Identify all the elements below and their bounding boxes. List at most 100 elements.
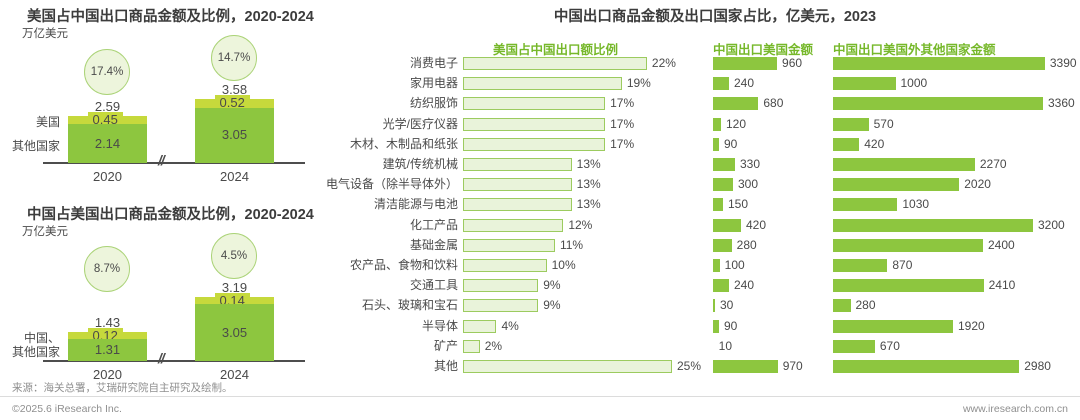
segment-bottom-value: 1.31 [94, 342, 121, 358]
export-other-bar [833, 279, 984, 292]
category-label: 其他 [433, 359, 458, 373]
exports-by-category-chart: 中国出口商品金额及出口国家占比，亿美元，2023 美国占中国出口额比例 中国出口… [320, 0, 1080, 395]
year-label: 2024 [220, 169, 249, 184]
export-other-value: 670 [879, 339, 900, 353]
series-label-top: 中国、 [23, 330, 60, 345]
us-share-value: 9% [543, 298, 561, 312]
series-label-bottom: 其他国家 [11, 138, 60, 153]
us-share-value: 4% [501, 319, 519, 333]
export-other-value: 870 [892, 258, 913, 272]
export-us-bar [713, 360, 778, 373]
category-label: 基础金属 [409, 238, 458, 252]
us-share-bar [463, 118, 606, 131]
export-us-bar [713, 259, 720, 272]
series-label-bottom: 其他国家 [11, 345, 60, 360]
column-header-export-us: 中国出口美国金额 [713, 43, 814, 57]
us-share-bar [463, 178, 572, 191]
us-share-bar [463, 239, 555, 252]
export-us-bar [713, 77, 729, 90]
export-other-bar [833, 299, 851, 312]
segment-bottom-value: 3.05 [221, 324, 248, 340]
china-share-of-us-exports-chart: 中国占美国出口商品金额及比例，2020-2024 万亿美元 // 8.7% 1.43… [0, 197, 340, 393]
export-other-value: 2980 [1024, 359, 1051, 373]
export-us-value: 330 [740, 157, 761, 171]
us-share-bar [463, 198, 572, 211]
export-other-value: 3360 [1048, 96, 1075, 110]
export-us-value: 420 [746, 218, 767, 232]
year-label: 2020 [93, 367, 122, 382]
export-us-value: 30 [720, 298, 734, 312]
export-us-value: 100 [724, 258, 745, 272]
export-us-bar [713, 97, 759, 110]
us-share-value: 12% [568, 218, 593, 232]
us-share-bar [463, 360, 672, 373]
share-percentage: 17.4% [90, 66, 124, 78]
export-other-value: 3390 [1049, 56, 1077, 70]
us-share-value: 25% [677, 359, 702, 373]
export-us-bar [713, 299, 715, 312]
export-other-bar [833, 360, 1020, 373]
category-label: 石头、玻璃和宝石 [361, 298, 458, 312]
total-value: 2.59 [94, 99, 121, 115]
us-share-bar [463, 279, 539, 292]
segment-bottom-value: 2.14 [94, 135, 121, 151]
category-label: 纺织服饰 [409, 96, 458, 110]
category-label: 清洁能源与电池 [373, 197, 458, 211]
x-axis [43, 360, 305, 362]
year-label: 2024 [220, 367, 249, 382]
export-other-value: 3200 [1038, 218, 1065, 232]
us-share-value: 10% [551, 258, 576, 272]
category-label: 电气设备（除半导体外） [325, 177, 458, 191]
us-share-bar [463, 97, 606, 110]
bar-segment-bottom [68, 339, 147, 361]
share-percentage: 14.7% [217, 52, 251, 64]
segment-top-value: 0.52 [214, 95, 250, 112]
column-header-export-other: 中国出口美国外其他国家金额 [833, 43, 996, 57]
us-share-value: 17% [610, 117, 635, 131]
export-other-value: 420 [864, 137, 885, 151]
us-share-bar [463, 138, 606, 151]
export-other-bar [833, 219, 1033, 232]
bar-segment-bottom [195, 107, 274, 163]
export-us-value: 970 [782, 359, 803, 373]
website-link[interactable]: www.iresearch.com.cn [962, 403, 1068, 415]
export-other-value: 1000 [900, 76, 928, 90]
category-label: 交通工具 [409, 278, 458, 292]
export-us-bar [713, 320, 719, 333]
x-axis [43, 162, 305, 164]
export-other-value: 2400 [988, 238, 1015, 252]
us-share-value: 22% [651, 56, 676, 70]
category-label: 消费电子 [409, 56, 458, 70]
export-us-bar [713, 219, 741, 232]
export-other-value: 1920 [958, 319, 985, 333]
category-label: 矿产 [433, 339, 458, 353]
us-share-value: 19% [626, 76, 651, 90]
export-us-value: 280 [736, 238, 757, 252]
export-other-bar [833, 320, 953, 333]
us-share-value: 13% [576, 197, 601, 211]
export-other-bar [833, 340, 875, 353]
series-label-top: 美国 [35, 115, 60, 130]
export-us-value: 240 [734, 278, 755, 292]
share-circle: 17.4% [84, 49, 130, 95]
total-value: 3.19 [221, 280, 248, 296]
export-us-bar [713, 239, 732, 252]
us-share-of-china-exports-chart: 美国占中国出口商品金额及比例，2020-2024 万亿美元 // 17.4% 2.5… [0, 0, 340, 196]
share-circle: 8.7% [84, 246, 130, 292]
us-share-value: 9% [543, 278, 561, 292]
chart-title: 中国占美国出口商品金额及比例，2020-2024 [27, 207, 314, 223]
category-label: 化工产品 [409, 218, 458, 232]
us-share-bar [463, 219, 564, 232]
chart-title: 美国占中国出口商品金额及比例，2020-2024 [27, 9, 314, 25]
chart-unit: 万亿美元 [22, 28, 68, 40]
us-share-value: 17% [610, 137, 635, 151]
us-share-bar [463, 57, 647, 70]
export-other-value: 570 [873, 117, 894, 131]
us-share-bar [463, 77, 622, 90]
us-share-bar [463, 158, 572, 171]
export-other-value: 2270 [979, 157, 1007, 171]
category-label: 半导体 [421, 319, 458, 333]
category-label: 光学/医疗仪器 [382, 117, 458, 131]
export-us-bar [713, 118, 721, 131]
export-other-bar [833, 118, 869, 131]
